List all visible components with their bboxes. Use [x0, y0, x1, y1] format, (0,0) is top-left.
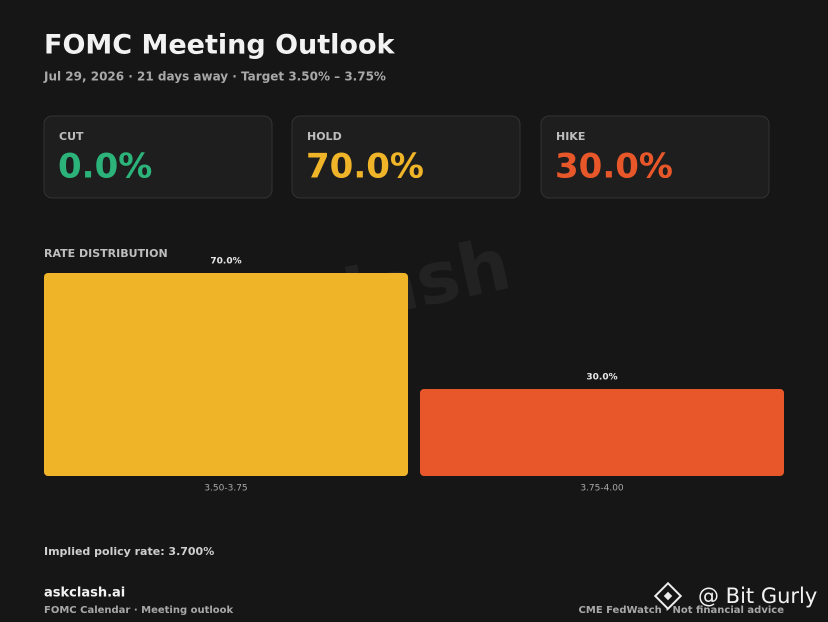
stat-card: [43, 115, 273, 199]
x-tick-label: 3.50-3.75: [204, 484, 247, 494]
stat-card: [540, 115, 770, 199]
stat-label: CUT: [59, 130, 84, 143]
title: FOMC Meeting Outlook: [44, 30, 396, 61]
stat-label: HIKE: [556, 130, 585, 143]
site: askclash.ai: [44, 586, 125, 601]
bar-value-label: 30.0%: [586, 373, 617, 383]
subtitle: Jul 29, 2026 · 21 days away · Target 3.5…: [43, 70, 386, 84]
chart-title: RATE DISTRIBUTION: [44, 247, 168, 260]
stat-card: [291, 115, 521, 199]
stat-value: 0.0%: [58, 147, 152, 187]
bar-value-label: 70.0%: [210, 257, 241, 267]
bar: [44, 273, 408, 476]
stat-value: 70.0%: [306, 147, 424, 187]
footer-left: FOMC Calendar · Meeting outlook: [44, 605, 234, 616]
implied-rate: Implied policy rate: 3.700%: [44, 545, 214, 558]
footer-right: CME FedWatch · Not financial advice: [579, 605, 785, 616]
x-tick-label: 3.75-4.00: [580, 484, 624, 494]
stat-value: 30.0%: [555, 147, 673, 187]
stat-label: HOLD: [307, 130, 342, 143]
overlay-text: @ Bit Gurly: [698, 584, 817, 608]
bar: [420, 389, 784, 476]
